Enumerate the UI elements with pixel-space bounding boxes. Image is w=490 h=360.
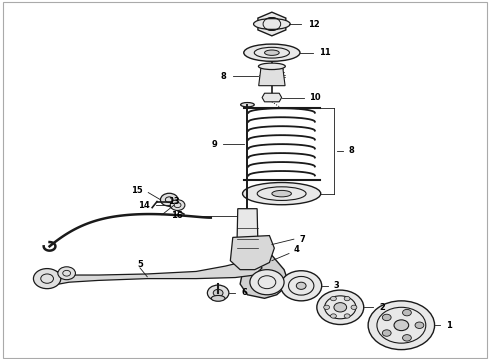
- Ellipse shape: [243, 183, 321, 205]
- Circle shape: [403, 309, 411, 316]
- Circle shape: [351, 305, 357, 310]
- Text: 14: 14: [139, 201, 150, 210]
- Circle shape: [331, 296, 336, 301]
- Text: 15: 15: [131, 186, 143, 195]
- Circle shape: [344, 296, 350, 301]
- Circle shape: [382, 314, 391, 321]
- Circle shape: [170, 200, 185, 211]
- Circle shape: [334, 303, 346, 312]
- Circle shape: [344, 314, 350, 318]
- Text: 6: 6: [241, 288, 247, 297]
- Circle shape: [394, 320, 409, 330]
- Ellipse shape: [244, 44, 300, 61]
- Text: 7: 7: [300, 235, 305, 244]
- Circle shape: [317, 290, 364, 324]
- Circle shape: [296, 282, 306, 289]
- Text: 16: 16: [171, 211, 182, 220]
- Circle shape: [207, 285, 229, 301]
- Circle shape: [58, 267, 75, 280]
- Polygon shape: [237, 209, 258, 257]
- Polygon shape: [240, 255, 289, 298]
- Circle shape: [368, 301, 435, 350]
- Text: 3: 3: [334, 281, 340, 290]
- Text: 11: 11: [319, 48, 331, 57]
- Ellipse shape: [265, 50, 279, 55]
- Ellipse shape: [241, 103, 254, 107]
- Ellipse shape: [253, 19, 290, 30]
- Circle shape: [403, 335, 411, 341]
- Circle shape: [250, 270, 284, 295]
- Text: 12: 12: [308, 19, 319, 28]
- Text: 5: 5: [137, 260, 143, 269]
- Text: 13: 13: [169, 197, 180, 206]
- Text: 1: 1: [446, 321, 452, 330]
- Circle shape: [382, 330, 391, 336]
- Ellipse shape: [272, 190, 292, 197]
- Text: 10: 10: [310, 93, 321, 102]
- Circle shape: [213, 289, 223, 297]
- Polygon shape: [259, 66, 285, 86]
- Circle shape: [331, 314, 336, 318]
- Polygon shape: [230, 235, 274, 270]
- Text: 2: 2: [379, 303, 385, 312]
- Text: 9: 9: [211, 140, 217, 149]
- Polygon shape: [42, 261, 262, 286]
- Circle shape: [281, 271, 322, 301]
- Text: 8: 8: [348, 147, 354, 156]
- Ellipse shape: [258, 63, 285, 69]
- Ellipse shape: [211, 296, 225, 301]
- Circle shape: [33, 269, 61, 289]
- Text: 4: 4: [294, 246, 300, 255]
- Text: 8: 8: [220, 72, 226, 81]
- Polygon shape: [258, 12, 286, 36]
- Polygon shape: [262, 93, 282, 102]
- Circle shape: [263, 18, 281, 31]
- Circle shape: [324, 305, 330, 310]
- Circle shape: [415, 322, 424, 328]
- Circle shape: [160, 193, 178, 206]
